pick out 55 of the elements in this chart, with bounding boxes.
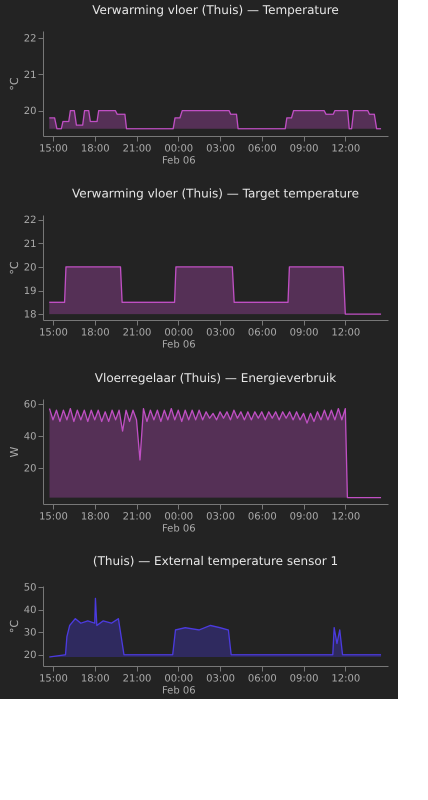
x-tick-label: 06:00 [248,512,277,522]
x-tick-label: 12:00 [331,674,360,684]
x-tick-label: 15:00 [39,328,68,338]
chart-title: Verwarming vloer (Thuis) — Temperature [92,3,339,17]
y-axis-title: °C [8,77,21,91]
y-tick-label: 40 [24,605,36,616]
x-tick-label: 15:00 [39,144,68,154]
y-axis-title: W [8,446,21,458]
chart-title: Vloerregelaar (Thuis) — Energieverbruik [94,370,336,385]
y-tick-label: 20 [24,106,36,118]
x-tick-label: 03:00 [206,144,235,154]
x-tick-label: 21:00 [122,512,152,522]
x-tick-label: 21:00 [122,674,152,684]
y-tick-label: 50 [24,582,36,594]
x-tick-label: 00:00 Feb 06 [162,512,196,534]
x-tick-label: 06:00 [248,144,277,154]
y-tick-label: 22 [24,215,36,226]
y-tick-label: 19 [24,286,36,298]
x-tick-label: 18:00 [80,328,110,338]
x-tick-label: 09:00 [290,512,318,522]
x-tick-label: 18:00 [80,512,110,522]
y-tick-label: 22 [24,34,36,45]
x-tick-label: 03:00 [206,674,235,684]
x-tick-label: 00:00 Feb 06 [162,328,196,350]
y-tick-label: 21 [24,238,36,250]
x-tick-label: 09:00 [290,144,318,154]
x-tick-label: 12:00 [331,512,360,522]
x-tick-label: 09:00 [290,674,318,684]
y-tick-label: 20 [24,463,36,474]
y-tick-label: 21 [24,70,36,81]
y-tick-label: 40 [24,431,36,442]
x-tick-label: 15:00 [39,674,68,684]
x-tick-label: 00:00 Feb 06 [162,674,196,696]
x-tick-label: 12:00 [331,144,360,154]
x-tick-label: 12:00 [331,328,360,338]
y-tick-label: 20 [24,262,36,274]
x-tick-label: 06:00 [248,674,277,684]
x-tick-label: 18:00 [80,144,110,154]
y-axis-title: °C [8,620,21,634]
x-tick-label: 15:00 [39,512,68,522]
chart-title: (Thuis) — External temperature sensor 1 [92,554,338,568]
x-tick-label: 06:00 [248,328,277,338]
x-tick-label: 03:00 [206,328,235,338]
x-tick-label: 21:00 [122,328,152,338]
chart-title: Verwarming vloer (Thuis) — Target temperature [72,186,359,201]
x-tick-label: 00:00 Feb 06 [162,144,196,166]
y-tick-label: 60 [24,399,36,410]
y-tick-label: 30 [24,628,36,639]
x-tick-label: 18:00 [80,674,110,684]
y-axis-title: °C [8,261,21,275]
y-tick-label: 20 [24,650,36,662]
x-tick-label: 21:00 [122,144,152,154]
x-tick-label: 03:00 [206,512,235,522]
y-tick-label: 18 [24,310,36,321]
x-tick-label: 09:00 [290,328,318,338]
